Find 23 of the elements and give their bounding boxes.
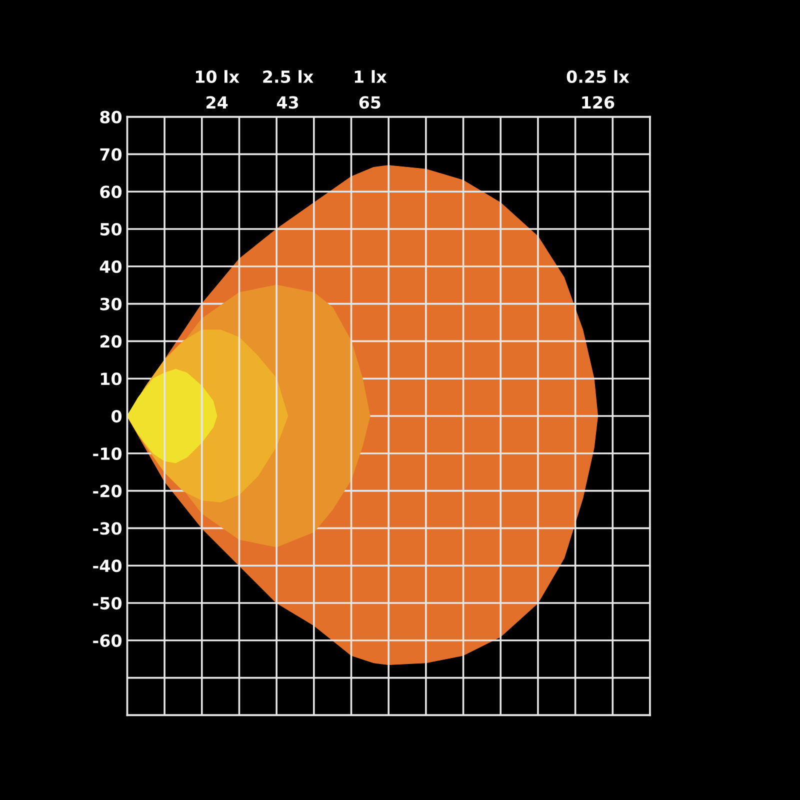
y-tick-label: -30 <box>93 522 122 535</box>
x-tick-label: 24 <box>206 96 228 108</box>
y-tick-label: -10 <box>93 447 122 460</box>
y-tick-label: 10 <box>101 372 122 386</box>
y-tick-label: 70 <box>100 148 122 161</box>
x-tick-label: 65 <box>359 96 380 109</box>
y-tick-label: -40 <box>93 560 122 572</box>
text: 2.5 lx <box>263 70 314 84</box>
text: 0.25 lx <box>566 70 630 84</box>
x-tick-label: 126 <box>582 96 614 109</box>
y-tick-label: 40 <box>100 260 122 273</box>
y-tick-label: -50 <box>93 596 122 610</box>
text: 1 lx <box>354 70 387 83</box>
y-tick-label: 50 <box>100 222 122 236</box>
y-tick-label: 80 <box>100 110 122 124</box>
y-tick-label: -60 <box>93 634 122 647</box>
y-tick-label: 0 <box>112 410 122 423</box>
y-tick-label: -20 <box>93 484 122 498</box>
y-tick-label: 20 <box>100 335 122 348</box>
y-tick-label: 60 <box>100 186 122 198</box>
x-tick-label: 43 <box>276 96 298 109</box>
y-tick-label: 30 <box>100 298 122 310</box>
text: 10 lx <box>196 70 240 84</box>
